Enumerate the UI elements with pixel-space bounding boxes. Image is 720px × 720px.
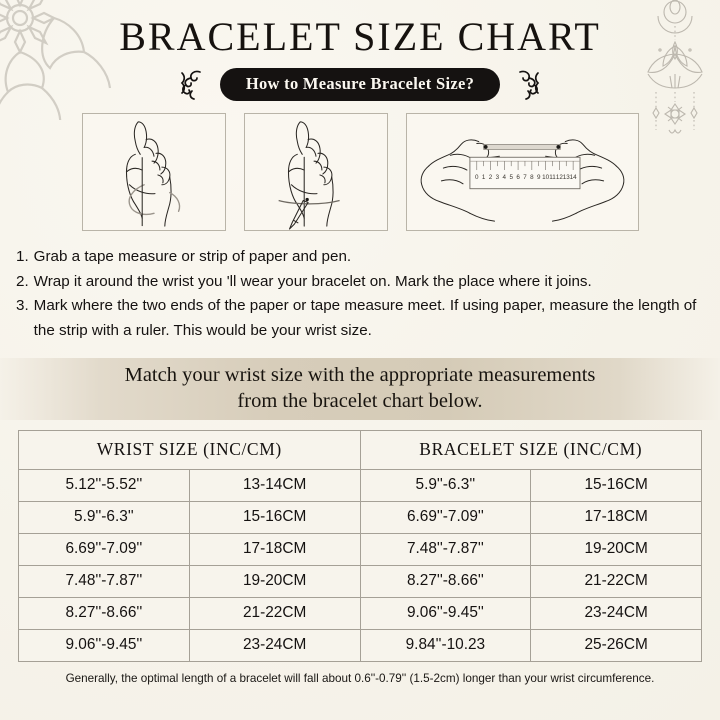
svg-text:3: 3	[495, 174, 499, 181]
step-text: Mark where the two ends of the paper or …	[33, 297, 697, 339]
svg-text:10: 10	[542, 174, 549, 181]
cell-wrist-cm: 19-20CM	[188, 564, 361, 598]
cell-bracelet-cm: 17-18CM	[530, 500, 702, 534]
svg-text:9: 9	[536, 174, 540, 181]
svg-text:7: 7	[523, 174, 527, 181]
table-row: 6.69''-7.09'' 17-18CM 7.48''-7.87'' 19-2…	[18, 532, 702, 566]
cell-wrist-inch: 5.9''-6.3''	[18, 500, 190, 534]
cell-wrist-cm: 13-14CM	[188, 468, 361, 502]
cell-wrist-cm: 15-16CM	[188, 500, 361, 534]
step-text: Grab a tape measure or strip of paper an…	[33, 248, 352, 265]
cell-bracelet-cm: 25-26CM	[530, 628, 702, 662]
cell-bracelet-cm: 21-22CM	[530, 564, 702, 598]
svg-text:4: 4	[502, 174, 506, 181]
cell-wrist-cm: 23-24CM	[188, 628, 361, 662]
svg-text:5: 5	[509, 174, 513, 181]
step-number: 3.	[16, 297, 29, 315]
list-item: 2. Wrap it around the wrist you 'll wear…	[16, 270, 702, 295]
hand-with-tape-icon	[125, 121, 180, 227]
svg-text:0: 0	[475, 174, 479, 181]
cell-wrist-cm: 21-22CM	[188, 596, 361, 630]
cell-bracelet-inch: 8.27''-8.66''	[359, 564, 532, 598]
svg-text:2: 2	[488, 174, 492, 181]
page-title: BRACELET SIZE CHART	[119, 14, 601, 59]
match-size-banner: Match your wrist size with the appropria…	[0, 357, 720, 420]
instruction-list: 1. Grab a tape measure or strip of paper…	[16, 245, 702, 344]
step-text: Wrap it around the wrist you 'll wear yo…	[33, 272, 592, 290]
hand-wrapped-tape-icon	[277, 121, 340, 230]
svg-text:13: 13	[562, 174, 569, 181]
cell-wrist-inch: 7.48''-7.87''	[18, 564, 190, 598]
illustration-step-2	[243, 113, 388, 231]
cell-bracelet-inch: 5.9''-6.3''	[359, 468, 532, 502]
table-row: 5.12''-5.52'' 13-14CM 5.9''-6.3'' 15-16C…	[18, 468, 702, 502]
flourish-swirl-icon	[519, 70, 540, 100]
cell-bracelet-inch: 6.69''-7.09''	[359, 500, 532, 534]
cell-bracelet-cm: 23-24CM	[530, 596, 702, 630]
column-header-wrist-size: WRIST SIZE (INC/CM)	[18, 429, 361, 470]
table-row: 7.48''-7.87'' 19-20CM 8.27''-8.66'' 21-2…	[18, 564, 702, 598]
cell-wrist-inch: 9.06''-9.45''	[18, 628, 190, 662]
svg-text:6: 6	[516, 174, 520, 181]
how-to-measure-badge[interactable]: How to Measure Bracelet Size?	[219, 67, 501, 101]
cell-wrist-inch: 6.69''-7.09''	[18, 532, 190, 566]
badge-row: How to Measure Bracelet Size?	[0, 67, 720, 101]
table-row: 5.9''-6.3'' 15-16CM 6.69''-7.09'' 17-18C…	[18, 500, 702, 534]
cell-wrist-inch: 5.12''-5.52''	[18, 468, 190, 502]
step-number: 2.	[16, 272, 29, 290]
size-table-wrapper: WRIST SIZE (INC/CM) BRACELET SIZE (INC/C…	[18, 429, 702, 662]
banner-line-2: from the bracelet chart below.	[237, 389, 483, 412]
svg-text:12: 12	[555, 174, 562, 181]
size-table: WRIST SIZE (INC/CM) BRACELET SIZE (INC/C…	[18, 429, 702, 662]
column-header-bracelet-size: BRACELET SIZE (INC/CM)	[359, 429, 702, 470]
cell-wrist-cm: 17-18CM	[188, 532, 361, 566]
table-row: 9.06''-9.45'' 23-24CM 9.84''-10.23 25-26…	[18, 628, 702, 662]
list-item: 3. Mark where the two ends of the paper …	[16, 294, 702, 343]
svg-text:14: 14	[569, 174, 576, 181]
banner-line-1: Match your wrist size with the appropria…	[124, 363, 596, 386]
step-number: 1.	[16, 248, 29, 265]
svg-text:1: 1	[481, 174, 485, 181]
cell-bracelet-inch: 9.06''-9.45''	[359, 596, 532, 630]
illustration-step-1	[81, 113, 226, 231]
table-row: 8.27''-8.66'' 21-22CM 9.06''-9.45'' 23-2…	[18, 596, 702, 630]
cell-bracelet-cm: 19-20CM	[530, 532, 702, 566]
flourish-swirl-icon	[180, 70, 201, 100]
table-body: 5.12''-5.52'' 13-14CM 5.9''-6.3'' 15-16C…	[18, 468, 702, 662]
list-item: 1. Grab a tape measure or strip of paper…	[16, 245, 702, 270]
svg-text:11: 11	[549, 174, 556, 181]
cell-wrist-inch: 8.27''-8.66''	[18, 596, 190, 630]
cell-bracelet-inch: 9.84''-10.23	[359, 628, 532, 662]
svg-text:8: 8	[530, 174, 534, 181]
cell-bracelet-inch: 7.48''-7.87''	[359, 532, 532, 566]
cell-bracelet-cm: 15-16CM	[530, 468, 702, 502]
footnote-text: Generally, the optimal length of a brace…	[65, 671, 655, 685]
table-header-row: WRIST SIZE (INC/CM) BRACELET SIZE (INC/C…	[18, 429, 702, 470]
banner-text: Match your wrist size with the appropria…	[99, 363, 622, 415]
